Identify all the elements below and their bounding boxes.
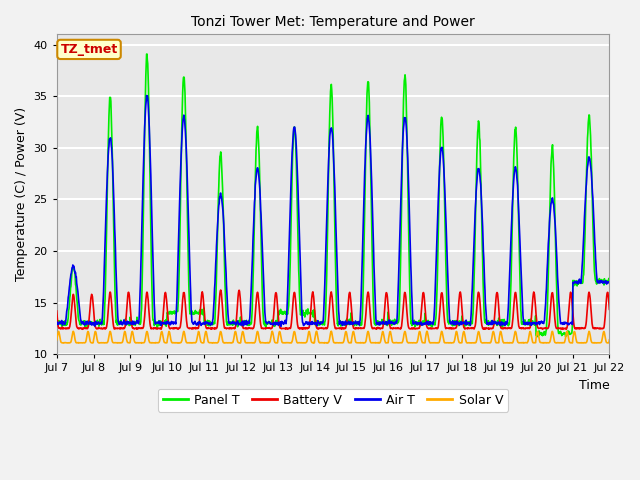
Battery V (540, 325, 548, 331)
Air T (176, 186, 184, 192)
Battery V (419, 290, 427, 296)
Solar V (176, 340, 184, 346)
Battery V (605, 306, 613, 312)
Air T (541, 318, 548, 324)
Battery V (492, 305, 499, 311)
Panel T (176, 225, 184, 231)
Solar V (605, 337, 613, 343)
Solar V (492, 339, 500, 345)
Air T (277, 324, 285, 329)
Air T (605, 279, 613, 285)
Line: Air T: Air T (57, 96, 609, 326)
Solar V (163, 340, 170, 346)
Title: Tonzi Tower Met: Temperature and Power: Tonzi Tower Met: Temperature and Power (191, 15, 475, 29)
Panel T (534, 334, 541, 339)
Legend: Panel T, Battery V, Air T, Solar V: Panel T, Battery V, Air T, Solar V (158, 389, 508, 412)
Solar V (328, 328, 335, 334)
Line: Battery V: Battery V (57, 290, 609, 329)
Line: Panel T: Panel T (57, 54, 609, 336)
Air T (163, 321, 170, 326)
Air T (492, 319, 500, 325)
Panel T (163, 320, 170, 325)
Y-axis label: Temperature (C) / Power (V): Temperature (C) / Power (V) (15, 107, 28, 281)
Battery V (238, 318, 246, 324)
Air T (238, 322, 246, 327)
Panel T (605, 278, 613, 284)
Battery V (163, 293, 170, 299)
Panel T (492, 321, 499, 326)
Solar V (53, 337, 61, 343)
Battery V (217, 287, 225, 293)
Panel T (238, 323, 246, 328)
Solar V (420, 340, 428, 346)
Solar V (541, 340, 548, 346)
Solar V (238, 332, 246, 338)
X-axis label: Time: Time (579, 379, 609, 392)
Battery V (559, 326, 567, 332)
Line: Solar V: Solar V (57, 331, 609, 343)
Battery V (53, 308, 61, 314)
Battery V (176, 325, 184, 331)
Air T (143, 93, 150, 98)
Panel T (419, 321, 427, 326)
Text: TZ_tmet: TZ_tmet (60, 43, 118, 56)
Solar V (209, 340, 216, 346)
Panel T (143, 51, 151, 57)
Panel T (541, 329, 548, 335)
Air T (420, 322, 428, 327)
Air T (53, 320, 61, 325)
Panel T (53, 320, 61, 325)
